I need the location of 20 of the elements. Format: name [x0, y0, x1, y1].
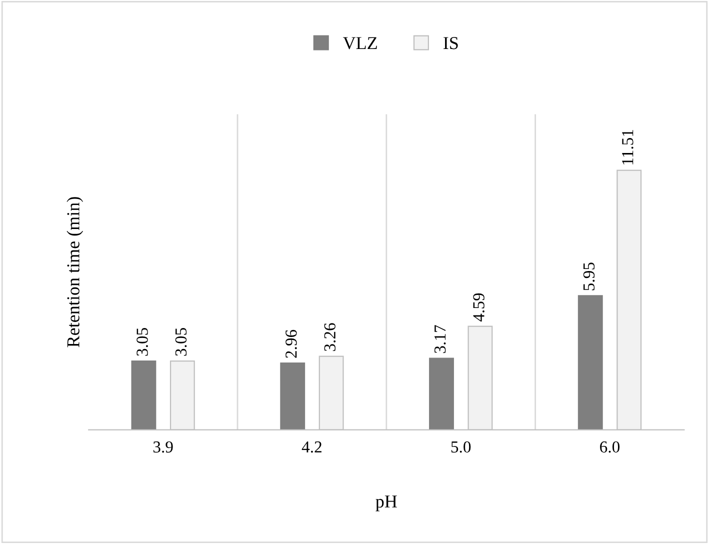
bar: [429, 358, 454, 430]
data-label: 5.95: [583, 262, 595, 290]
data-label: 3.05: [136, 328, 148, 356]
x-tick-label: 4.2: [302, 441, 322, 453]
legend-label: VLZ: [342, 37, 377, 50]
data-label: 3.26: [324, 323, 336, 351]
data-label: 2.96: [286, 330, 297, 358]
bar: [578, 295, 603, 430]
bar: [280, 362, 306, 430]
y-axis-title: Retention time (min): [66, 197, 84, 348]
data-label: 11.51: [622, 130, 634, 164]
data-label: 3.05: [175, 328, 187, 356]
legend-label: IS: [444, 37, 458, 50]
x-tick-label: 6.0: [600, 441, 620, 453]
x-tick-label: 5.0: [451, 441, 471, 453]
x-axis-title: pH: [376, 496, 397, 512]
bar: [131, 360, 156, 430]
data-label: 3.17: [434, 325, 446, 354]
x-tick-label: 3.9: [153, 441, 173, 453]
data-label: 4.59: [473, 293, 484, 322]
